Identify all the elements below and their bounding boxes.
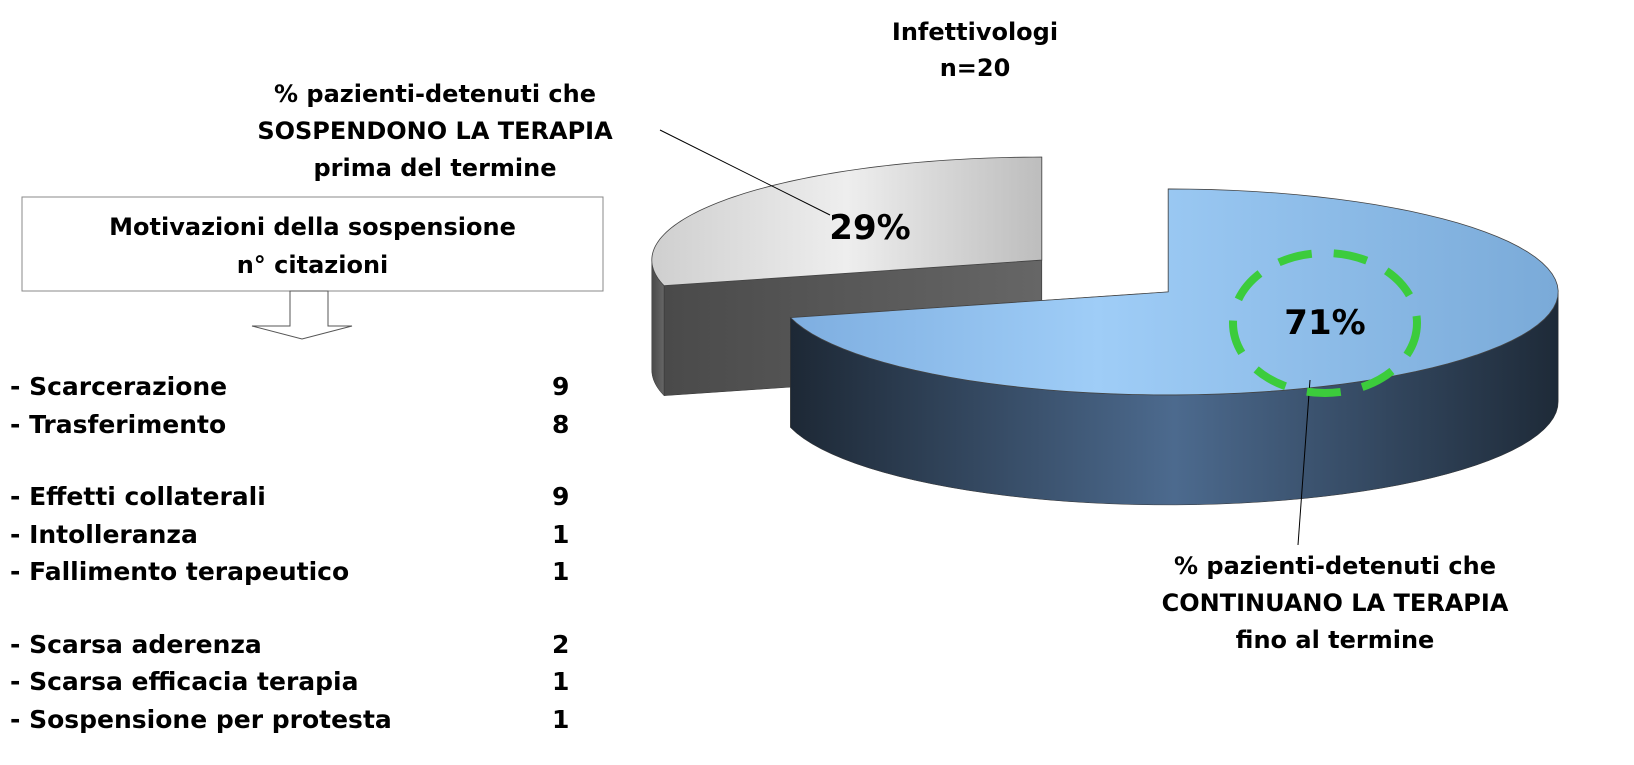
reason-count: 1 [552, 557, 570, 586]
leader-line [1297, 379, 1311, 546]
reason-label: - Intolleranza [10, 519, 198, 549]
reason-label: - Fallimento terapeutico [10, 557, 350, 586]
reason-count: 9 [552, 372, 570, 401]
value-label: 71% [1284, 303, 1366, 343]
reason-label: - Trasferimento [10, 409, 227, 439]
reason-label: - Effetti collaterali [10, 482, 266, 511]
reason-label: - Scarcerazione [10, 372, 228, 401]
slice-top [651, 156, 1043, 287]
reason-label: - Scarsa efficacia terapia [10, 667, 359, 696]
reason-count: 2 [552, 629, 570, 659]
pie-slice [789, 188, 1559, 506]
reason-count: 9 [552, 482, 570, 511]
chart-subtitle: n=20 [939, 54, 1011, 82]
reason-count: 1 [552, 667, 570, 696]
highlight-ring [1229, 249, 1421, 397]
reasons-title: Motivazioni della sospensione n° citazio… [109, 213, 516, 279]
value-label: 29% [829, 208, 911, 248]
slice-label: % pazienti-detenuti che CONTINUANO LA TE… [1161, 552, 1509, 654]
leader-line [659, 129, 831, 216]
chart-title: Infettivologi [891, 18, 1059, 46]
arrow [251, 290, 353, 340]
reason-count: 1 [552, 519, 570, 549]
reasons-box [21, 196, 604, 292]
slice-label: % pazienti-detenuti che SOSPENDONO LA TE… [257, 80, 613, 182]
reason-count: 1 [552, 704, 570, 734]
reason-count: 8 [552, 409, 570, 439]
reason-label: - Sospensione per protesta [10, 704, 392, 734]
pie [651, 156, 1559, 506]
reason-label: - Scarsa aderenza [10, 629, 262, 659]
slice-top [789, 188, 1559, 396]
